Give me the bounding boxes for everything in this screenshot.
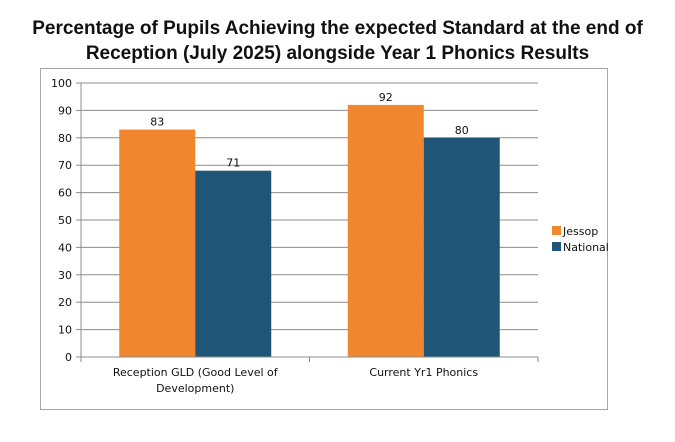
data-label: 80 [455, 124, 469, 137]
legend-label-national: National [563, 241, 609, 254]
bar-national [423, 137, 500, 357]
chart-frame [40, 68, 608, 410]
y-tick-label: 40 [58, 241, 72, 254]
legend-swatch-jessop [552, 226, 561, 235]
bar-jessop [119, 129, 196, 357]
data-label: 71 [226, 157, 240, 170]
y-tick-label: 0 [65, 351, 72, 364]
data-label: 83 [150, 116, 164, 129]
data-labels: 83 71 92 80 [150, 91, 469, 170]
legend-label-jessop: Jessop [562, 225, 598, 238]
y-tick-label: 70 [58, 159, 72, 172]
y-tick-label: 30 [58, 269, 72, 282]
bar-jessop [347, 104, 424, 357]
legend-swatch-national [552, 242, 561, 251]
bar-national [195, 170, 272, 357]
y-tick-label: 80 [58, 132, 72, 145]
x-category-label: Development) [156, 382, 234, 395]
y-tick-label: 100 [51, 77, 72, 90]
bars [119, 104, 500, 357]
y-tick-label: 60 [58, 187, 72, 200]
chart-title-line-1: Percentage of Pupils Achieving the expec… [32, 18, 643, 39]
chart-title: Percentage of Pupils Achieving the expec… [0, 16, 675, 66]
chart-title-line-2: Reception (July 2025) alongside Year 1 P… [85, 43, 590, 64]
y-tick-label: 50 [58, 214, 72, 227]
y-tick-label: 90 [58, 104, 72, 117]
y-tick-label: 10 [58, 324, 72, 337]
axes: 0 10 20 30 40 50 60 70 80 90 100 Reception GLD (Goo… [51, 77, 539, 395]
data-label: 92 [379, 91, 393, 104]
x-category-label: Current Yr1 Phonics [369, 366, 478, 379]
y-tick-label: 20 [58, 296, 72, 309]
legend: Jessop National [552, 225, 609, 254]
x-category-label: Reception GLD (Good Level of [113, 366, 279, 379]
